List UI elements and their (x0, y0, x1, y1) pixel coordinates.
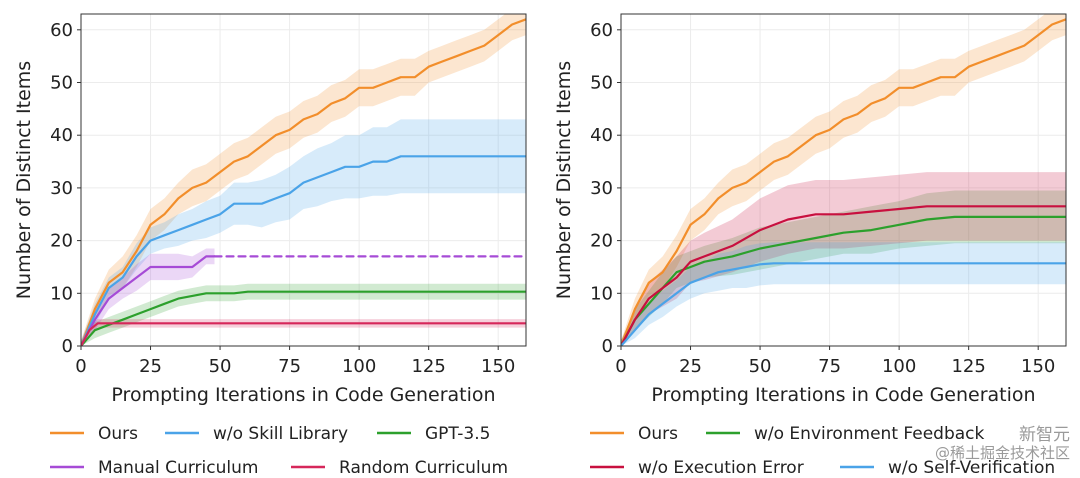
legend-label-w-o-skill-library: w/o Skill Library (213, 424, 348, 444)
y-axis-label: Number of Distinct Items (13, 61, 35, 299)
line-random-curriculum (81, 322, 526, 346)
band-gpt-3-5 (81, 283, 526, 346)
y-tick-label: 40 (50, 125, 73, 146)
legend-label-w-o-environment-feedback: w/o Environment Feedback (754, 424, 985, 444)
line-gpt-3-5 (81, 290, 526, 346)
y-tick-label: 20 (590, 231, 613, 252)
legend-label-gpt-3-5: GPT-3.5 (425, 424, 490, 444)
y-tick-label: 0 (602, 336, 613, 357)
plot-area (81, 14, 526, 346)
y-tick-label: 60 (50, 20, 73, 41)
band-w-o-environment-feedback (621, 190, 1066, 346)
band-random-curriculum (81, 319, 526, 346)
band-w-o-skill-library (81, 119, 526, 346)
y-tick-label: 50 (50, 73, 73, 94)
x-tick-label: 100 (882, 356, 916, 377)
right-chart: 0 25 50 75 100 125 150 0 10 20 30 40 50 60 Prompting I… (553, 13, 1067, 478)
plot-frame (80, 13, 527, 347)
y-tick-label: 30 (50, 178, 73, 199)
y-tick-label: 30 (590, 178, 613, 199)
band-w-o-execution-error (621, 172, 1066, 346)
legend-label-manual-curriculum: Manual Curriculum (98, 458, 258, 478)
y-axis-label: Number of Distinct Items (553, 61, 575, 299)
y-tick-label: 60 (590, 20, 613, 41)
x-tick-label: 50 (749, 356, 772, 377)
x-axis-label: Prompting Iterations in Code Generation (651, 384, 1035, 406)
x-tick-label: 75 (818, 356, 841, 377)
x-tick-label: 0 (75, 356, 86, 377)
band-manual-curriculum (81, 248, 215, 346)
line-w-o-execution-error (621, 205, 1066, 346)
x-tick-label: 150 (481, 356, 515, 377)
line-ours (81, 18, 526, 346)
legend-label-w-o-self-verification: w/o Self-Verification (888, 458, 1055, 478)
legend-label-ours: Ours (638, 424, 678, 444)
x-tick-label: 125 (951, 356, 985, 377)
line-w-o-skill-library (81, 155, 526, 346)
y-tick-label: 50 (590, 73, 613, 94)
y-tick-label: 0 (62, 336, 73, 357)
y-tick-label: 20 (50, 231, 73, 252)
x-tick-label: 25 (679, 356, 702, 377)
y-tick-label: 40 (590, 125, 613, 146)
line-w-o-self-verification (621, 262, 1066, 346)
line-manual-curriculum (81, 255, 216, 346)
band-w-o-self-verification (621, 242, 1066, 346)
x-tick-label: 75 (278, 356, 301, 377)
x-tick-label: 150 (1021, 356, 1055, 377)
left-chart: 0 25 50 75 100 125 150 0 10 20 30 40 50 60 Prompting I… (13, 13, 527, 478)
plot-area (621, 14, 1066, 346)
legend-label-w-o-execution-error: w/o Execution Error (638, 458, 804, 478)
y-tick-label: 10 (590, 283, 613, 304)
plot-frame (620, 13, 1067, 347)
x-tick-label: 0 (615, 356, 626, 377)
line-ours (621, 18, 1066, 346)
watermark-site-text: @稀土掘金技术社区 (934, 444, 1070, 462)
watermark-logo-text: 新智元 (1019, 425, 1070, 445)
x-tick-label: 50 (209, 356, 232, 377)
x-tick-label: 25 (139, 356, 162, 377)
watermark: 新智元 @稀土掘金技术社区 (935, 426, 1070, 462)
legend-label-ours: Ours (98, 424, 138, 444)
x-tick-label: 125 (411, 356, 445, 377)
x-tick-label: 100 (342, 356, 376, 377)
y-tick-label: 10 (50, 283, 73, 304)
legend-label-random-curriculum: Random Curriculum (339, 458, 508, 478)
x-axis-label: Prompting Iterations in Code Generation (111, 384, 495, 406)
